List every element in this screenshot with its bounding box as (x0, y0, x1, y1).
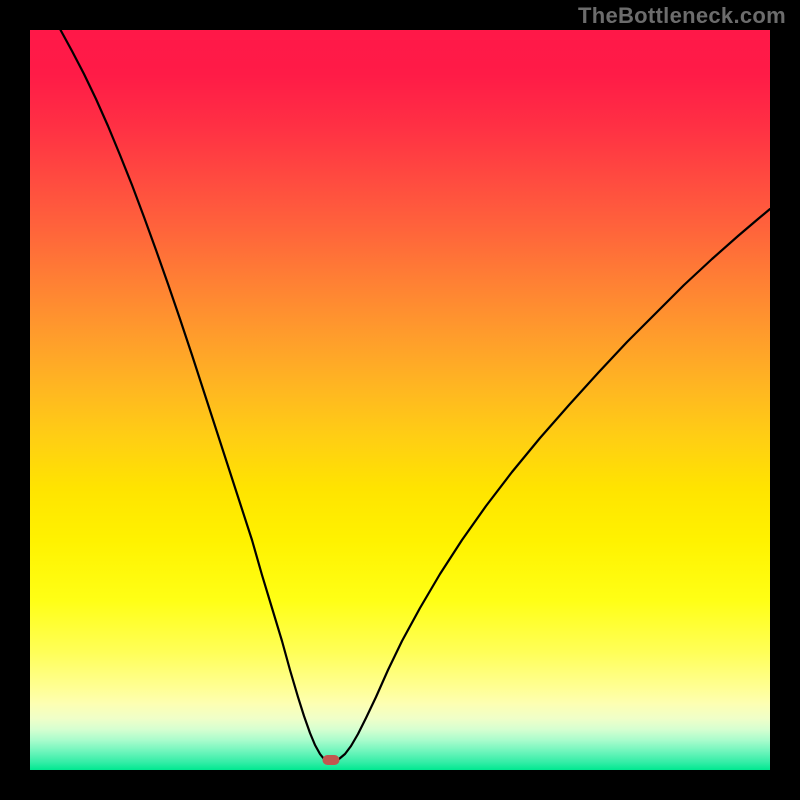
optimum-marker (323, 755, 340, 765)
bottleneck-chart (0, 0, 800, 800)
watermark-text: TheBottleneck.com (578, 3, 786, 29)
gradient-panel (30, 30, 770, 770)
